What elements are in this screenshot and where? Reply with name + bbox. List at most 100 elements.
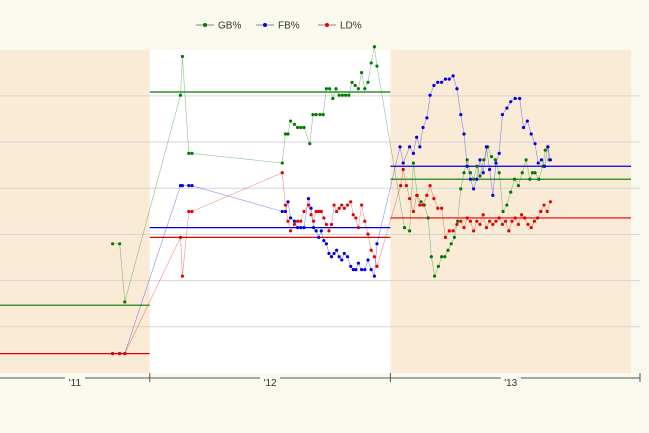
data-point-ld-81 xyxy=(529,226,533,230)
data-point-ld-1 xyxy=(111,352,115,356)
legend-label-ld: LD% xyxy=(340,21,362,32)
data-point-ld-32 xyxy=(349,200,353,204)
data-point-fb-35 xyxy=(356,261,360,265)
data-point-gb-40 xyxy=(411,161,416,165)
data-point-gb-55 xyxy=(462,171,466,175)
data-point-fb-23 xyxy=(324,242,328,246)
data-point-ld-37 xyxy=(363,219,367,223)
data-point-ld-45 xyxy=(408,196,412,201)
legend-label-fb: FB% xyxy=(278,21,300,32)
data-point-ld-51 xyxy=(428,184,432,188)
data-point-fb-9 xyxy=(283,209,288,214)
data-point-fb-73 xyxy=(509,100,513,104)
data-point-ld-43 xyxy=(401,167,405,172)
data-point-ld-27 xyxy=(335,209,339,214)
data-point-ld-35 xyxy=(356,226,360,230)
data-point-gb-33 xyxy=(363,87,367,91)
data-point-ld-14 xyxy=(299,219,303,223)
data-point-gb-3 xyxy=(123,300,127,304)
data-point-fb-36 xyxy=(360,268,364,272)
season-band-3 xyxy=(390,50,632,373)
data-point-ld-78 xyxy=(520,213,524,217)
data-point-fb-48 xyxy=(421,125,425,130)
data-point-fb-20 xyxy=(317,235,321,239)
data-point-fb-11 xyxy=(288,216,293,220)
data-point-ld-76 xyxy=(513,216,517,220)
data-point-ld-18 xyxy=(312,219,316,223)
data-point-fb-70 xyxy=(497,151,501,155)
legend-marker-ld xyxy=(325,23,329,27)
data-point-ld-24 xyxy=(327,229,331,233)
data-point-gb-29 xyxy=(350,80,354,84)
data-point-ld-87 xyxy=(548,200,553,204)
data-point-gb-54 xyxy=(459,187,463,191)
data-point-gb-4 xyxy=(178,93,183,97)
data-point-ld-7 xyxy=(190,209,194,214)
data-point-fb-81 xyxy=(539,158,544,162)
data-point-fb-84 xyxy=(548,158,553,162)
data-point-gb-39 xyxy=(408,229,412,233)
data-point-ld-56 xyxy=(447,229,451,233)
data-point-ld-19 xyxy=(314,209,318,214)
data-point-ld-57 xyxy=(451,229,455,233)
data-point-gb-68 xyxy=(509,190,513,194)
data-point-ld-82 xyxy=(532,219,537,223)
x-tick-label-11: '11 xyxy=(69,378,82,389)
data-point-gb-2 xyxy=(118,242,122,246)
data-point-gb-6 xyxy=(187,151,191,155)
data-point-gb-26 xyxy=(340,93,344,97)
x-tick-label-bg-3 xyxy=(500,374,521,384)
x-axis: '11 '12 '13 xyxy=(0,373,641,389)
data-point-ld-68 xyxy=(488,219,492,223)
data-point-ld-28 xyxy=(337,206,341,210)
data-point-fb-26 xyxy=(332,251,336,256)
x-tick-label-bg-2 xyxy=(260,374,281,384)
data-point-fb-56 xyxy=(451,74,455,78)
data-point-fb-44 xyxy=(408,145,412,149)
data-point-gb-57 xyxy=(468,171,472,175)
data-point-fb-5 xyxy=(180,184,184,188)
data-point-ld-5 xyxy=(180,274,184,278)
data-point-ld-62 xyxy=(468,219,472,223)
data-point-gb-31 xyxy=(356,87,360,91)
data-point-ld-29 xyxy=(340,203,344,207)
data-point-gb-64 xyxy=(493,158,497,162)
data-point-fb-38 xyxy=(366,258,370,262)
data-point-fb-28 xyxy=(337,255,341,259)
data-point-gb-16 xyxy=(308,142,312,146)
data-point-ld-10 xyxy=(286,219,290,223)
data-point-fb-47 xyxy=(418,145,422,149)
data-point-ld-46 xyxy=(411,209,416,214)
data-point-gb-50 xyxy=(446,248,450,252)
data-point-gb-66 xyxy=(501,209,505,214)
data-point-gb-9 xyxy=(283,132,288,136)
data-point-gb-73 xyxy=(528,177,532,181)
data-point-fb-51 xyxy=(432,83,436,88)
data-point-fb-46 xyxy=(415,135,419,139)
data-point-fb-67 xyxy=(488,167,492,172)
data-point-gb-13 xyxy=(296,125,300,130)
data-point-ld-36 xyxy=(360,203,364,207)
data-point-ld-84 xyxy=(539,209,543,214)
data-point-ld-3 xyxy=(123,352,127,356)
data-point-ld-67 xyxy=(484,226,488,230)
data-point-fb-14 xyxy=(299,226,303,230)
data-point-fb-45 xyxy=(411,151,416,155)
data-point-gb-78 xyxy=(543,148,547,152)
data-point-fb-21 xyxy=(319,229,323,233)
data-point-fb-52 xyxy=(436,80,440,84)
data-point-ld-44 xyxy=(404,184,408,188)
data-point-gb-76 xyxy=(537,177,541,181)
data-point-gb-48 xyxy=(440,255,444,259)
data-point-gb-21 xyxy=(324,87,328,91)
data-point-ld-72 xyxy=(500,222,504,227)
data-point-fb-7 xyxy=(190,184,194,188)
legend-label-gb: GB% xyxy=(218,21,241,32)
data-point-fb-6 xyxy=(187,184,191,188)
data-point-gb-24 xyxy=(334,87,338,91)
data-point-gb-34 xyxy=(366,80,370,84)
data-point-ld-73 xyxy=(504,219,508,223)
data-point-gb-1 xyxy=(111,242,115,246)
data-point-ld-49 xyxy=(421,203,425,207)
